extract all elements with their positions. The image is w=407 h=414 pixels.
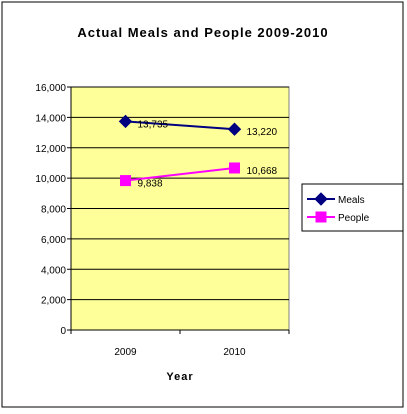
legend: Meals People bbox=[307, 192, 370, 224]
y-axis-ticks: 0 2,000 4,000 6,000 8,000 10,000 12,000 14,000 1… bbox=[35, 83, 71, 337]
y-tick-label: 10,000 bbox=[35, 174, 66, 185]
x-axis-title: Year bbox=[166, 371, 193, 383]
series-line-meals bbox=[125, 120, 235, 131]
data-point-meals bbox=[227, 122, 242, 136]
data-point-people bbox=[229, 162, 240, 174]
data-point-people bbox=[120, 175, 131, 187]
data-label-meals: 13,735 bbox=[138, 119, 169, 130]
data-label-people: 9,838 bbox=[138, 179, 163, 190]
y-tick-label: 14,000 bbox=[35, 113, 66, 124]
chart-title: Actual Meals and People 2009-2010 bbox=[77, 25, 328, 40]
legend-label-people: People bbox=[338, 213, 370, 224]
data-label-people: 10,668 bbox=[247, 166, 278, 177]
data-point-meals bbox=[118, 114, 133, 129]
x-tick-label: 2010 bbox=[223, 347, 246, 358]
series-group: 13,735 13,220 9,838 10,668 bbox=[118, 114, 278, 190]
grid-lines bbox=[71, 86, 289, 301]
y-tick-label: 16,000 bbox=[35, 83, 66, 94]
legend-label-meals: Meals bbox=[338, 195, 365, 206]
legend-box bbox=[301, 183, 404, 232]
x-axis-ticks: 2009 2010 bbox=[70, 330, 290, 358]
y-tick-label: 6,000 bbox=[41, 235, 66, 246]
legend-marker-meals bbox=[314, 192, 328, 206]
y-tick-label: 8,000 bbox=[41, 205, 66, 216]
y-tick-label: 4,000 bbox=[41, 265, 66, 276]
y-tick-label: 12,000 bbox=[35, 144, 66, 155]
data-label-meals: 13,220 bbox=[247, 127, 278, 138]
y-tick-label: 2,000 bbox=[41, 296, 66, 307]
legend-marker-people bbox=[315, 211, 327, 223]
series-line-people bbox=[125, 166, 235, 182]
x-tick-label: 2009 bbox=[114, 347, 137, 358]
y-tick-label: 0 bbox=[60, 326, 66, 337]
